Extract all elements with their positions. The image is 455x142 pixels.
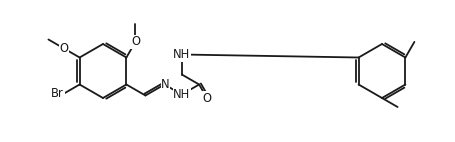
Text: O: O (202, 92, 212, 105)
Text: O: O (131, 35, 140, 48)
Text: NH: NH (173, 88, 191, 101)
Text: Br: Br (51, 87, 64, 100)
Text: N: N (161, 78, 170, 91)
Text: O: O (60, 42, 69, 55)
Text: NH: NH (173, 48, 191, 61)
